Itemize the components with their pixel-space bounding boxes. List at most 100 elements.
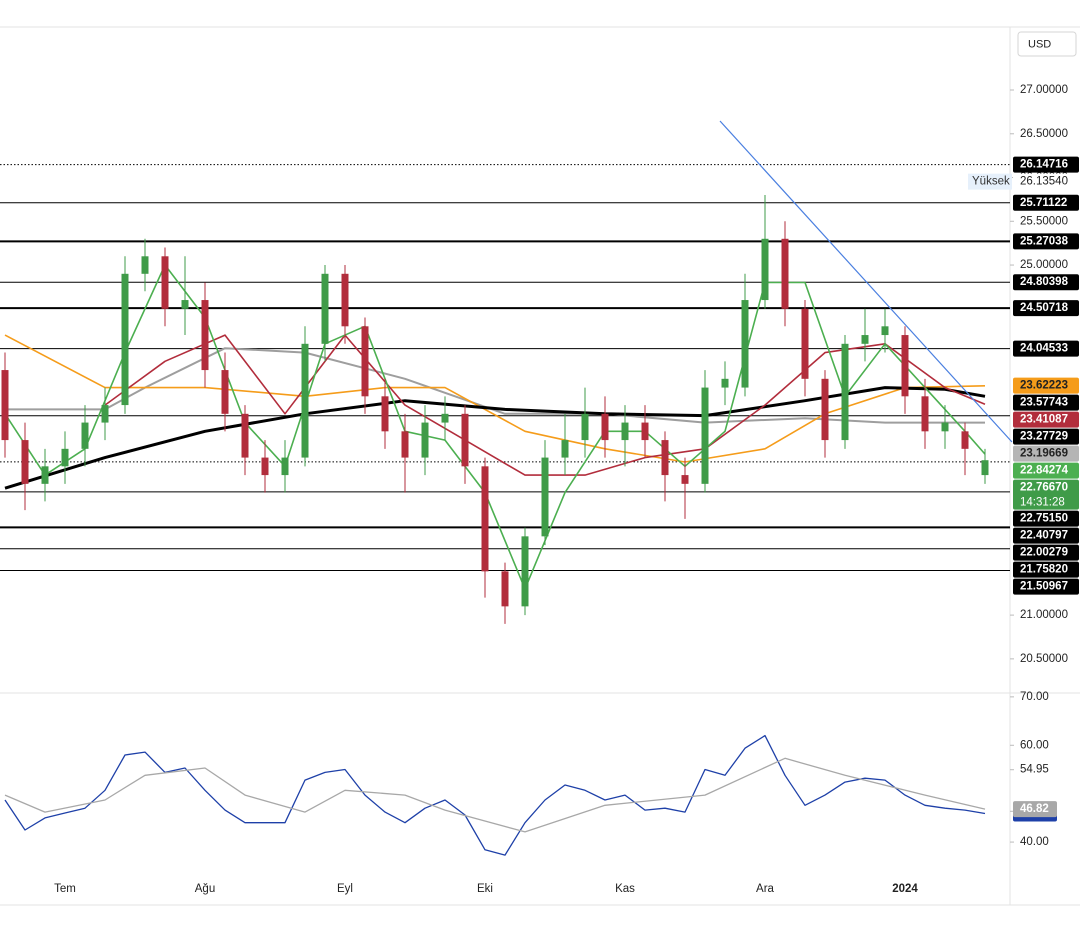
price-label: 24.04533 (1020, 343, 1068, 355)
y-tick-label: 40.00 (1020, 836, 1049, 848)
currency-button[interactable] (1017, 31, 1077, 57)
currency[interactable]: USD (1028, 38, 1051, 50)
tag-box (968, 173, 1012, 190)
candle-body (141, 256, 149, 274)
countdown: 14:31:28 (1020, 497, 1065, 509)
series-line (4, 264, 986, 590)
price-label-box (1013, 561, 1079, 578)
candle-body (261, 457, 269, 476)
candle-body (101, 405, 109, 423)
y-tick-label: 27.00000 (1020, 84, 1068, 96)
candle-body (61, 448, 69, 467)
candle-body (21, 440, 29, 484)
price-label: 25.71122 (1020, 197, 1067, 209)
price-label-box (1013, 274, 1079, 291)
price-label: 24.50718 (1020, 302, 1069, 314)
price-axis: 27.0000026.5000026.0000025.5000025.00000… (968, 84, 1079, 848)
x-tick-label: Eyl (337, 883, 353, 895)
candle-body (121, 273, 129, 406)
candle-body (901, 335, 909, 397)
candle-body (921, 396, 929, 432)
price-label: 26.13540 (1020, 176, 1068, 188)
candle-body (161, 256, 169, 309)
candle-body (181, 300, 189, 309)
candle-body (701, 387, 709, 484)
candle-body (821, 378, 829, 441)
candle-body (941, 422, 949, 432)
price-label-box (1013, 233, 1079, 250)
candle-body (581, 413, 589, 441)
price-label-box (1013, 194, 1079, 211)
candle-body (221, 370, 229, 414)
series-line (5, 347, 985, 424)
candle-body (361, 326, 369, 397)
y-tick-label: 60.00 (1020, 739, 1049, 751)
y-tick-label: 20.50000 (1020, 653, 1068, 665)
price-label-box (1013, 510, 1079, 527)
y-tick-label: 25.50000 (1020, 215, 1068, 227)
x-tick-label: 2024 (892, 883, 918, 895)
candle-body (281, 457, 289, 476)
x-tick-label: Tem (54, 883, 76, 895)
price-label: 21.50967 (1020, 581, 1068, 593)
candle-body (341, 273, 349, 327)
candle-body (41, 466, 49, 484)
candle-body (761, 238, 769, 301)
candle-body (881, 326, 889, 336)
y-tick-label: 54.95 (1020, 764, 1049, 776)
candle-body (381, 396, 389, 432)
price-label-box (1013, 156, 1079, 173)
candle-body (981, 460, 989, 476)
price-label: 21.75820 (1020, 564, 1068, 576)
candle-body (441, 413, 449, 423)
candle-body (301, 343, 309, 458)
candle-body (201, 300, 209, 371)
x-tick-label: Ağu (195, 883, 215, 895)
price-label-box (1013, 445, 1079, 462)
candle-body (81, 422, 89, 449)
last-value-box (1013, 801, 1057, 818)
price-label: 22.75150 (1020, 513, 1068, 525)
price-label-box (1013, 527, 1079, 544)
candle-body (401, 431, 409, 458)
y-tick-label: 21.00000 (1020, 609, 1068, 621)
price-label: 25.27038 (1020, 235, 1069, 247)
candle-body (321, 273, 329, 344)
price-label: 23.62223 (1020, 380, 1068, 392)
price-label: 22.00279 (1020, 547, 1068, 559)
candle-body (561, 440, 569, 458)
price-label: 24.80398 (1020, 276, 1069, 288)
candle-body (241, 413, 249, 458)
candle-body (741, 300, 749, 388)
candle-body (461, 413, 469, 467)
candle-body (421, 422, 429, 458)
candle-body (481, 466, 489, 572)
price-label: 23.19669 (1020, 448, 1068, 460)
candle-body (781, 238, 789, 309)
series-line (4, 757, 986, 833)
price-label-box (1013, 428, 1079, 445)
candle-body (681, 475, 689, 484)
price-label-box (1013, 479, 1079, 510)
price-label: 23.57743 (1020, 397, 1068, 409)
price-tag: Yüksek (972, 176, 1010, 188)
series-line (4, 386, 986, 490)
price-label: 22.84274 (1020, 465, 1069, 477)
candle-body (721, 378, 729, 388)
price-label-box (1013, 462, 1079, 479)
trend-line (719, 120, 1013, 443)
candle-body (601, 413, 609, 441)
price-label: 23.27729 (1020, 431, 1068, 443)
price-label-box (1013, 394, 1079, 411)
candle-body (541, 457, 549, 537)
rsi-pane (4, 734, 986, 856)
candle-body (1, 370, 9, 441)
price-label: 23.41087 (1020, 414, 1068, 426)
price-label-box (1013, 340, 1079, 357)
price-label-box (1013, 377, 1079, 394)
series-line (4, 734, 986, 856)
x-tick-label: Eki (477, 883, 493, 895)
price-label: 26.14716 (1020, 159, 1068, 171)
candle-body (861, 335, 869, 344)
y-tick-label: 70.00 (1020, 691, 1049, 703)
